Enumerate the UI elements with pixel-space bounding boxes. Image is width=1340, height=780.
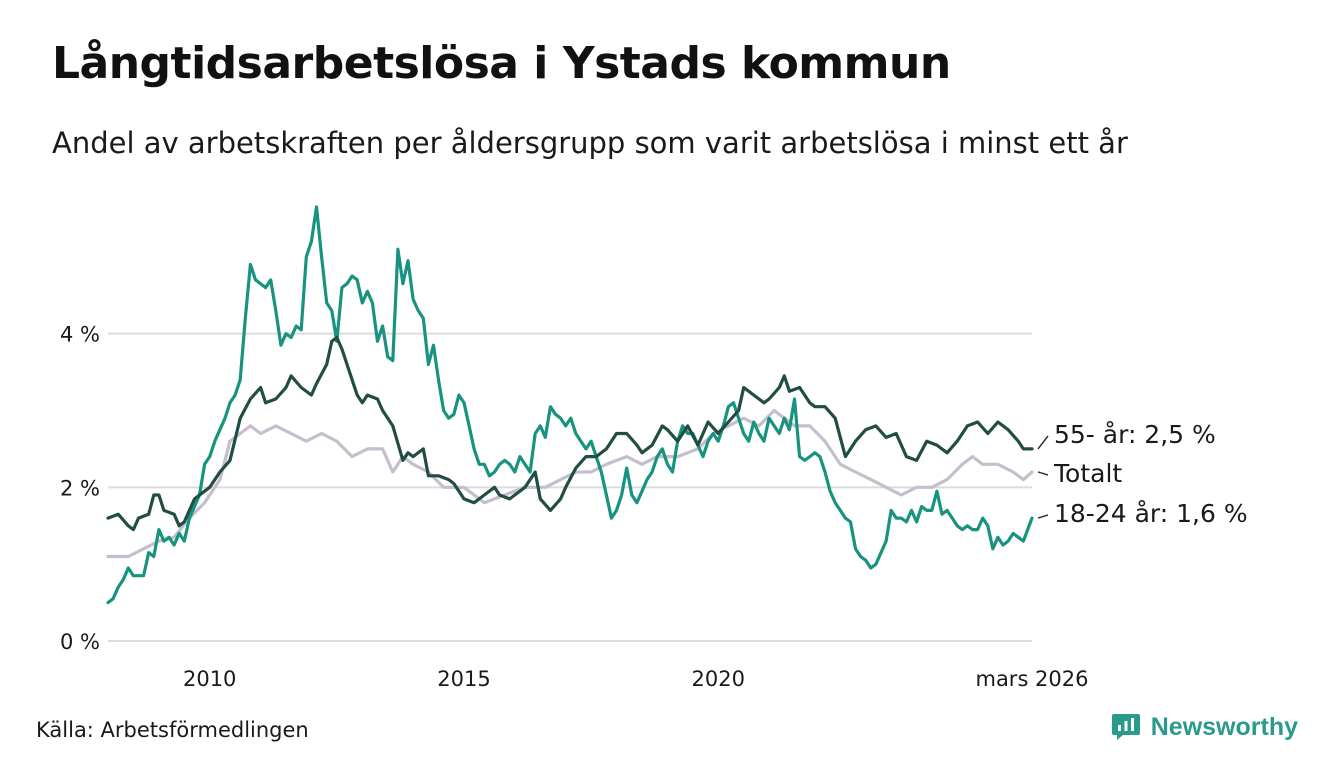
series-line-2 — [106, 335, 1034, 532]
chart-subtitle: Andel av arbetskraften per åldersgrupp s… — [52, 126, 1128, 160]
brand: Newsworthy — [1111, 712, 1298, 742]
y-tick-label: 2 % — [60, 476, 100, 500]
series-line-0 — [106, 408, 1034, 559]
x-tick-label: 2020 — [692, 667, 745, 691]
series-end-labels: Totalt 18-24 år: 1,6 % 55- år: 2,5 % — [1037, 420, 1248, 528]
source-note: Källa: Arbetsförmedlingen — [36, 718, 309, 742]
x-tick-label: 2010 — [183, 667, 236, 691]
gridlines — [108, 332, 1032, 642]
series-end-label: Totalt — [1053, 459, 1122, 488]
x-tick-label: mars 2026 — [975, 667, 1088, 691]
y-tick-label: 4 % — [60, 323, 100, 347]
leader-line-1 — [1037, 514, 1049, 519]
newsworthy-logo-icon — [1111, 714, 1140, 740]
y-tick-label: 0 % — [60, 630, 100, 654]
line-chart: 0 % 2 % 4 % 2010 2015 2020 mars 2026 Totalt 18… — [60, 205, 1248, 691]
series-end-label: 55- år: 2,5 % — [1054, 420, 1216, 449]
series-lines — [106, 205, 1034, 605]
leader-line-0 — [1037, 471, 1049, 476]
leader-line-2 — [1037, 435, 1049, 450]
x-tick-label: 2015 — [437, 667, 490, 691]
chart-title: Långtidsarbetslösa i Ystads kommun — [52, 38, 951, 89]
series-end-label: 18-24 år: 1,6 % — [1054, 499, 1248, 528]
y-axis-ticks: 0 % 2 % 4 % — [60, 323, 100, 654]
series-line-1 — [106, 205, 1034, 605]
x-axis-ticks: 2010 2015 2020 mars 2026 — [183, 667, 1089, 691]
brand-name: Newsworthy — [1150, 712, 1298, 741]
